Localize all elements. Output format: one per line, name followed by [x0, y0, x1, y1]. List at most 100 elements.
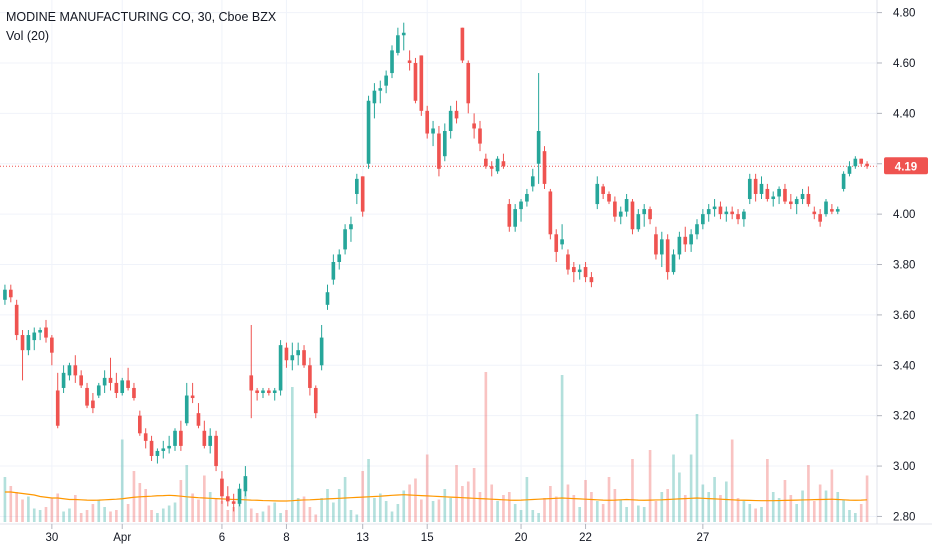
- candle: [783, 183, 787, 205]
- volume-bar: [314, 514, 318, 522]
- volume-bar: [3, 477, 7, 522]
- volume-bar: [296, 498, 300, 522]
- volume-bar: [742, 501, 746, 522]
- candle-body: [272, 390, 277, 393]
- candle-body: [659, 239, 664, 255]
- volume-bar: [185, 465, 189, 522]
- price-tick-label: 3.00: [893, 461, 915, 473]
- candle-body: [771, 196, 776, 200]
- candle: [237, 483, 242, 507]
- candle: [132, 382, 136, 401]
- candle-body: [525, 193, 529, 202]
- candle: [525, 188, 529, 207]
- price-tick-label: 4.40: [893, 108, 915, 120]
- candle-body: [296, 350, 300, 356]
- volume-bar: [812, 501, 816, 522]
- volume-bar: [601, 504, 605, 522]
- candle-body: [835, 209, 840, 212]
- candle: [671, 249, 676, 275]
- candle-body: [454, 110, 459, 119]
- volume-bar: [701, 484, 705, 522]
- candle-body: [372, 90, 377, 104]
- volume-bar: [543, 498, 546, 522]
- candle-body: [489, 166, 494, 169]
- candle: [695, 219, 699, 240]
- volume-bar: [261, 511, 265, 522]
- volume-bar: [132, 471, 136, 522]
- volume-bar: [566, 484, 570, 522]
- time-axis[interactable]: 30 Apr 6 8 13 15 20 22 27: [45, 524, 709, 544]
- candle-body: [50, 337, 54, 353]
- candle-body: [138, 415, 142, 434]
- candle-body: [431, 128, 435, 134]
- candle-body: [437, 133, 441, 169]
- candle-body: [96, 385, 101, 396]
- candle: [747, 173, 752, 205]
- candle: [319, 324, 324, 371]
- candle-body: [724, 211, 729, 215]
- candle-body: [44, 327, 48, 338]
- volume-bar: [824, 490, 828, 522]
- volume-bar: [320, 498, 323, 522]
- candle-body: [648, 209, 652, 220]
- candle: [501, 153, 506, 169]
- candle: [659, 231, 664, 268]
- price-axis[interactable]: 2.803.003.203.403.603.804.004.204.404.60…: [877, 8, 915, 524]
- candle: [161, 440, 166, 459]
- candle-body: [407, 60, 412, 63]
- volume-bar: [120, 439, 124, 522]
- candle: [789, 193, 793, 210]
- candle-body: [589, 277, 594, 283]
- candle-body: [290, 355, 295, 361]
- volume-bar: [279, 513, 282, 522]
- volume-bar: [754, 508, 757, 522]
- candle: [14, 299, 19, 341]
- time-tick-label: 27: [696, 532, 709, 544]
- volume-indicator-label[interactable]: Vol (20): [6, 29, 50, 43]
- candle: [413, 57, 418, 104]
- candle-body: [220, 478, 224, 497]
- candle-body: [237, 488, 242, 504]
- candle-body: [736, 214, 740, 220]
- candle-body: [513, 209, 517, 227]
- candle: [284, 342, 289, 368]
- candle-body: [396, 35, 400, 53]
- time-tick-label: 6: [219, 532, 225, 544]
- volume-bar: [748, 504, 752, 522]
- volume-bar: [666, 489, 669, 522]
- candle-body: [530, 176, 535, 187]
- volume-bar: [103, 507, 106, 522]
- candle-body: [413, 62, 418, 101]
- volume-bar: [373, 498, 376, 522]
- candle-body: [830, 209, 834, 212]
- volume-bar: [9, 486, 13, 522]
- candle-body: [841, 173, 846, 189]
- candle: [701, 209, 705, 230]
- volume-bar: [648, 450, 652, 522]
- volume-bar: [818, 484, 822, 522]
- candle: [55, 372, 60, 429]
- candle-body: [613, 201, 617, 217]
- candle: [208, 428, 213, 454]
- candle: [85, 382, 89, 409]
- candle-body: [61, 372, 66, 388]
- candle: [173, 428, 177, 451]
- candle-body: [161, 448, 166, 451]
- candle: [577, 264, 582, 280]
- candle-body: [8, 289, 13, 298]
- candle: [730, 206, 734, 220]
- symbol-title[interactable]: MODINE MANUFACTURING CO, 30, Cboe BZX: [6, 10, 277, 24]
- candle-body: [349, 224, 353, 230]
- volume-bar: [724, 481, 728, 522]
- candle: [372, 83, 377, 119]
- candle: [255, 387, 259, 401]
- candle: [771, 191, 776, 207]
- candle-body: [91, 400, 95, 409]
- candle-body: [120, 380, 125, 393]
- candle-body: [642, 209, 647, 215]
- candle-body: [190, 395, 195, 399]
- volume-bar: [437, 499, 441, 522]
- candle: [108, 357, 113, 391]
